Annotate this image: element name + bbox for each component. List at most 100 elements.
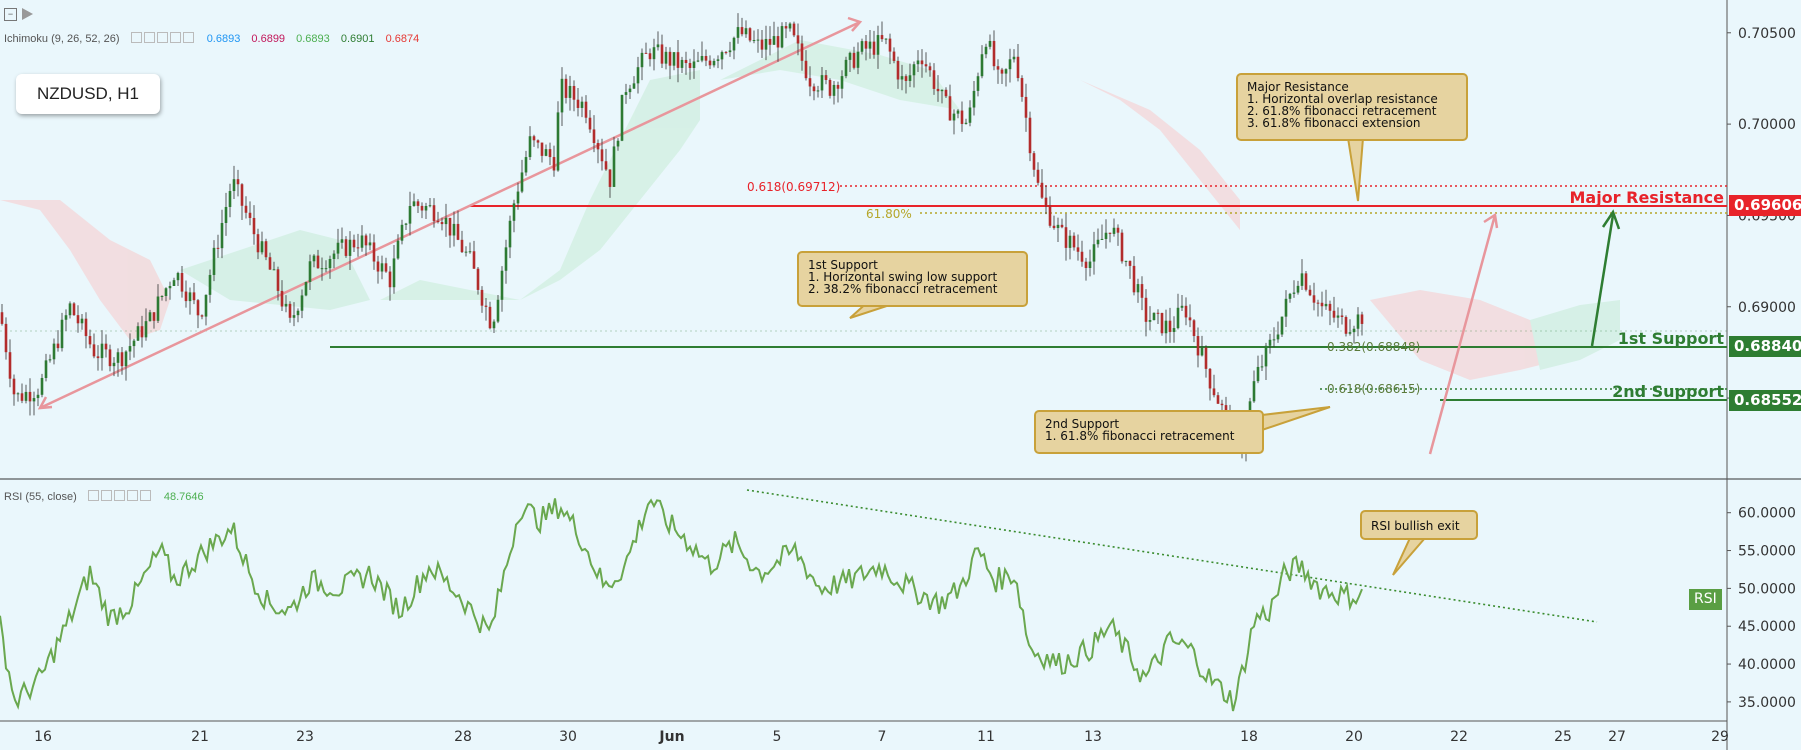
candle (696, 51, 700, 63)
candle (1060, 218, 1064, 229)
candle (784, 22, 788, 39)
candle (80, 313, 84, 330)
candle (856, 42, 860, 75)
candle (120, 346, 124, 375)
ichimoku-controls[interactable] (130, 32, 196, 45)
candle (208, 269, 212, 303)
candle (732, 36, 736, 60)
add-icon (169, 32, 181, 43)
candle (1124, 260, 1128, 267)
candle (912, 61, 916, 88)
candle (1176, 293, 1180, 330)
candle (1116, 224, 1120, 246)
candle (556, 101, 560, 172)
candle (956, 109, 960, 119)
candle (544, 144, 548, 157)
candle (1260, 354, 1264, 371)
candle (904, 74, 908, 94)
candle (500, 266, 504, 312)
rsi-legend[interactable]: RSI (55, close) 48.7646 (4, 490, 212, 503)
candle (416, 199, 420, 213)
fib-r1-label: 0.618(0.69712) (747, 180, 840, 194)
candle (1256, 355, 1260, 384)
candle (568, 75, 572, 111)
rsi-controls[interactable] (87, 490, 153, 503)
candle (728, 41, 732, 57)
settings-icon (143, 32, 155, 43)
candle (1068, 230, 1072, 260)
candle (248, 201, 252, 226)
candle (432, 198, 436, 228)
time-tick: 11 (977, 729, 995, 745)
candle (1056, 217, 1060, 242)
candle (508, 215, 512, 259)
candle (516, 182, 520, 210)
candle (140, 315, 144, 348)
candle (884, 38, 888, 45)
candle (1356, 307, 1360, 337)
candle (900, 64, 904, 91)
candle (260, 231, 264, 255)
candle (532, 134, 536, 147)
candle (316, 249, 320, 269)
candle (1156, 309, 1160, 324)
candle (156, 284, 160, 323)
time-tick: 16 (34, 729, 52, 745)
candle (280, 280, 284, 311)
candle (324, 260, 328, 273)
ichimoku-legend[interactable]: Ichimoku (9, 26, 52, 26) 0.6893 0.6899 0… (4, 32, 427, 45)
candle (240, 183, 244, 220)
candle (968, 100, 972, 127)
candle (664, 46, 668, 70)
candle (616, 138, 620, 151)
candle (400, 219, 404, 245)
candle (1168, 307, 1172, 343)
candle (600, 138, 604, 171)
candle (572, 80, 576, 112)
rsi-label: RSI (55, close) (4, 491, 77, 503)
candle (308, 254, 312, 291)
candle (640, 48, 644, 81)
candle (84, 312, 88, 349)
candle (844, 56, 848, 79)
candle (504, 239, 508, 284)
candle (652, 38, 656, 71)
candle (1272, 327, 1276, 348)
candle (452, 211, 456, 247)
collapse-icon[interactable]: − (4, 8, 17, 21)
candle (460, 230, 464, 254)
candle (1008, 48, 1012, 83)
candle (744, 20, 748, 38)
candle (772, 21, 776, 45)
candle (436, 211, 440, 224)
candle (28, 378, 32, 416)
candle (1328, 300, 1332, 326)
flag-icon[interactable] (22, 8, 33, 20)
candle (376, 255, 380, 284)
candle (1036, 162, 1040, 186)
candle (8, 339, 12, 388)
candle (1264, 342, 1268, 381)
candle (356, 233, 360, 257)
candle (552, 145, 556, 177)
candle (788, 22, 792, 32)
candle (160, 295, 164, 301)
time-tick: 28 (454, 729, 472, 745)
candle (1344, 315, 1348, 337)
rsi-legend-value: 48.7646 (163, 491, 204, 503)
candle (348, 231, 352, 271)
candle (792, 21, 796, 38)
candle (720, 50, 724, 70)
candle (380, 255, 384, 280)
candle (1108, 232, 1112, 243)
candle (708, 55, 712, 69)
candle (352, 234, 356, 253)
candle (304, 281, 308, 297)
candle (1268, 333, 1272, 354)
time-axis: 16 21 23 28 30 Jun 5 7 11 13 18 20 22 25 27 29 (34, 729, 1729, 745)
candle (540, 142, 544, 163)
candle (1276, 321, 1280, 343)
first-support-callout: 1st Support 1. Horizontal swing low supp… (797, 251, 1028, 307)
candle (116, 348, 120, 377)
candle (1216, 392, 1220, 404)
